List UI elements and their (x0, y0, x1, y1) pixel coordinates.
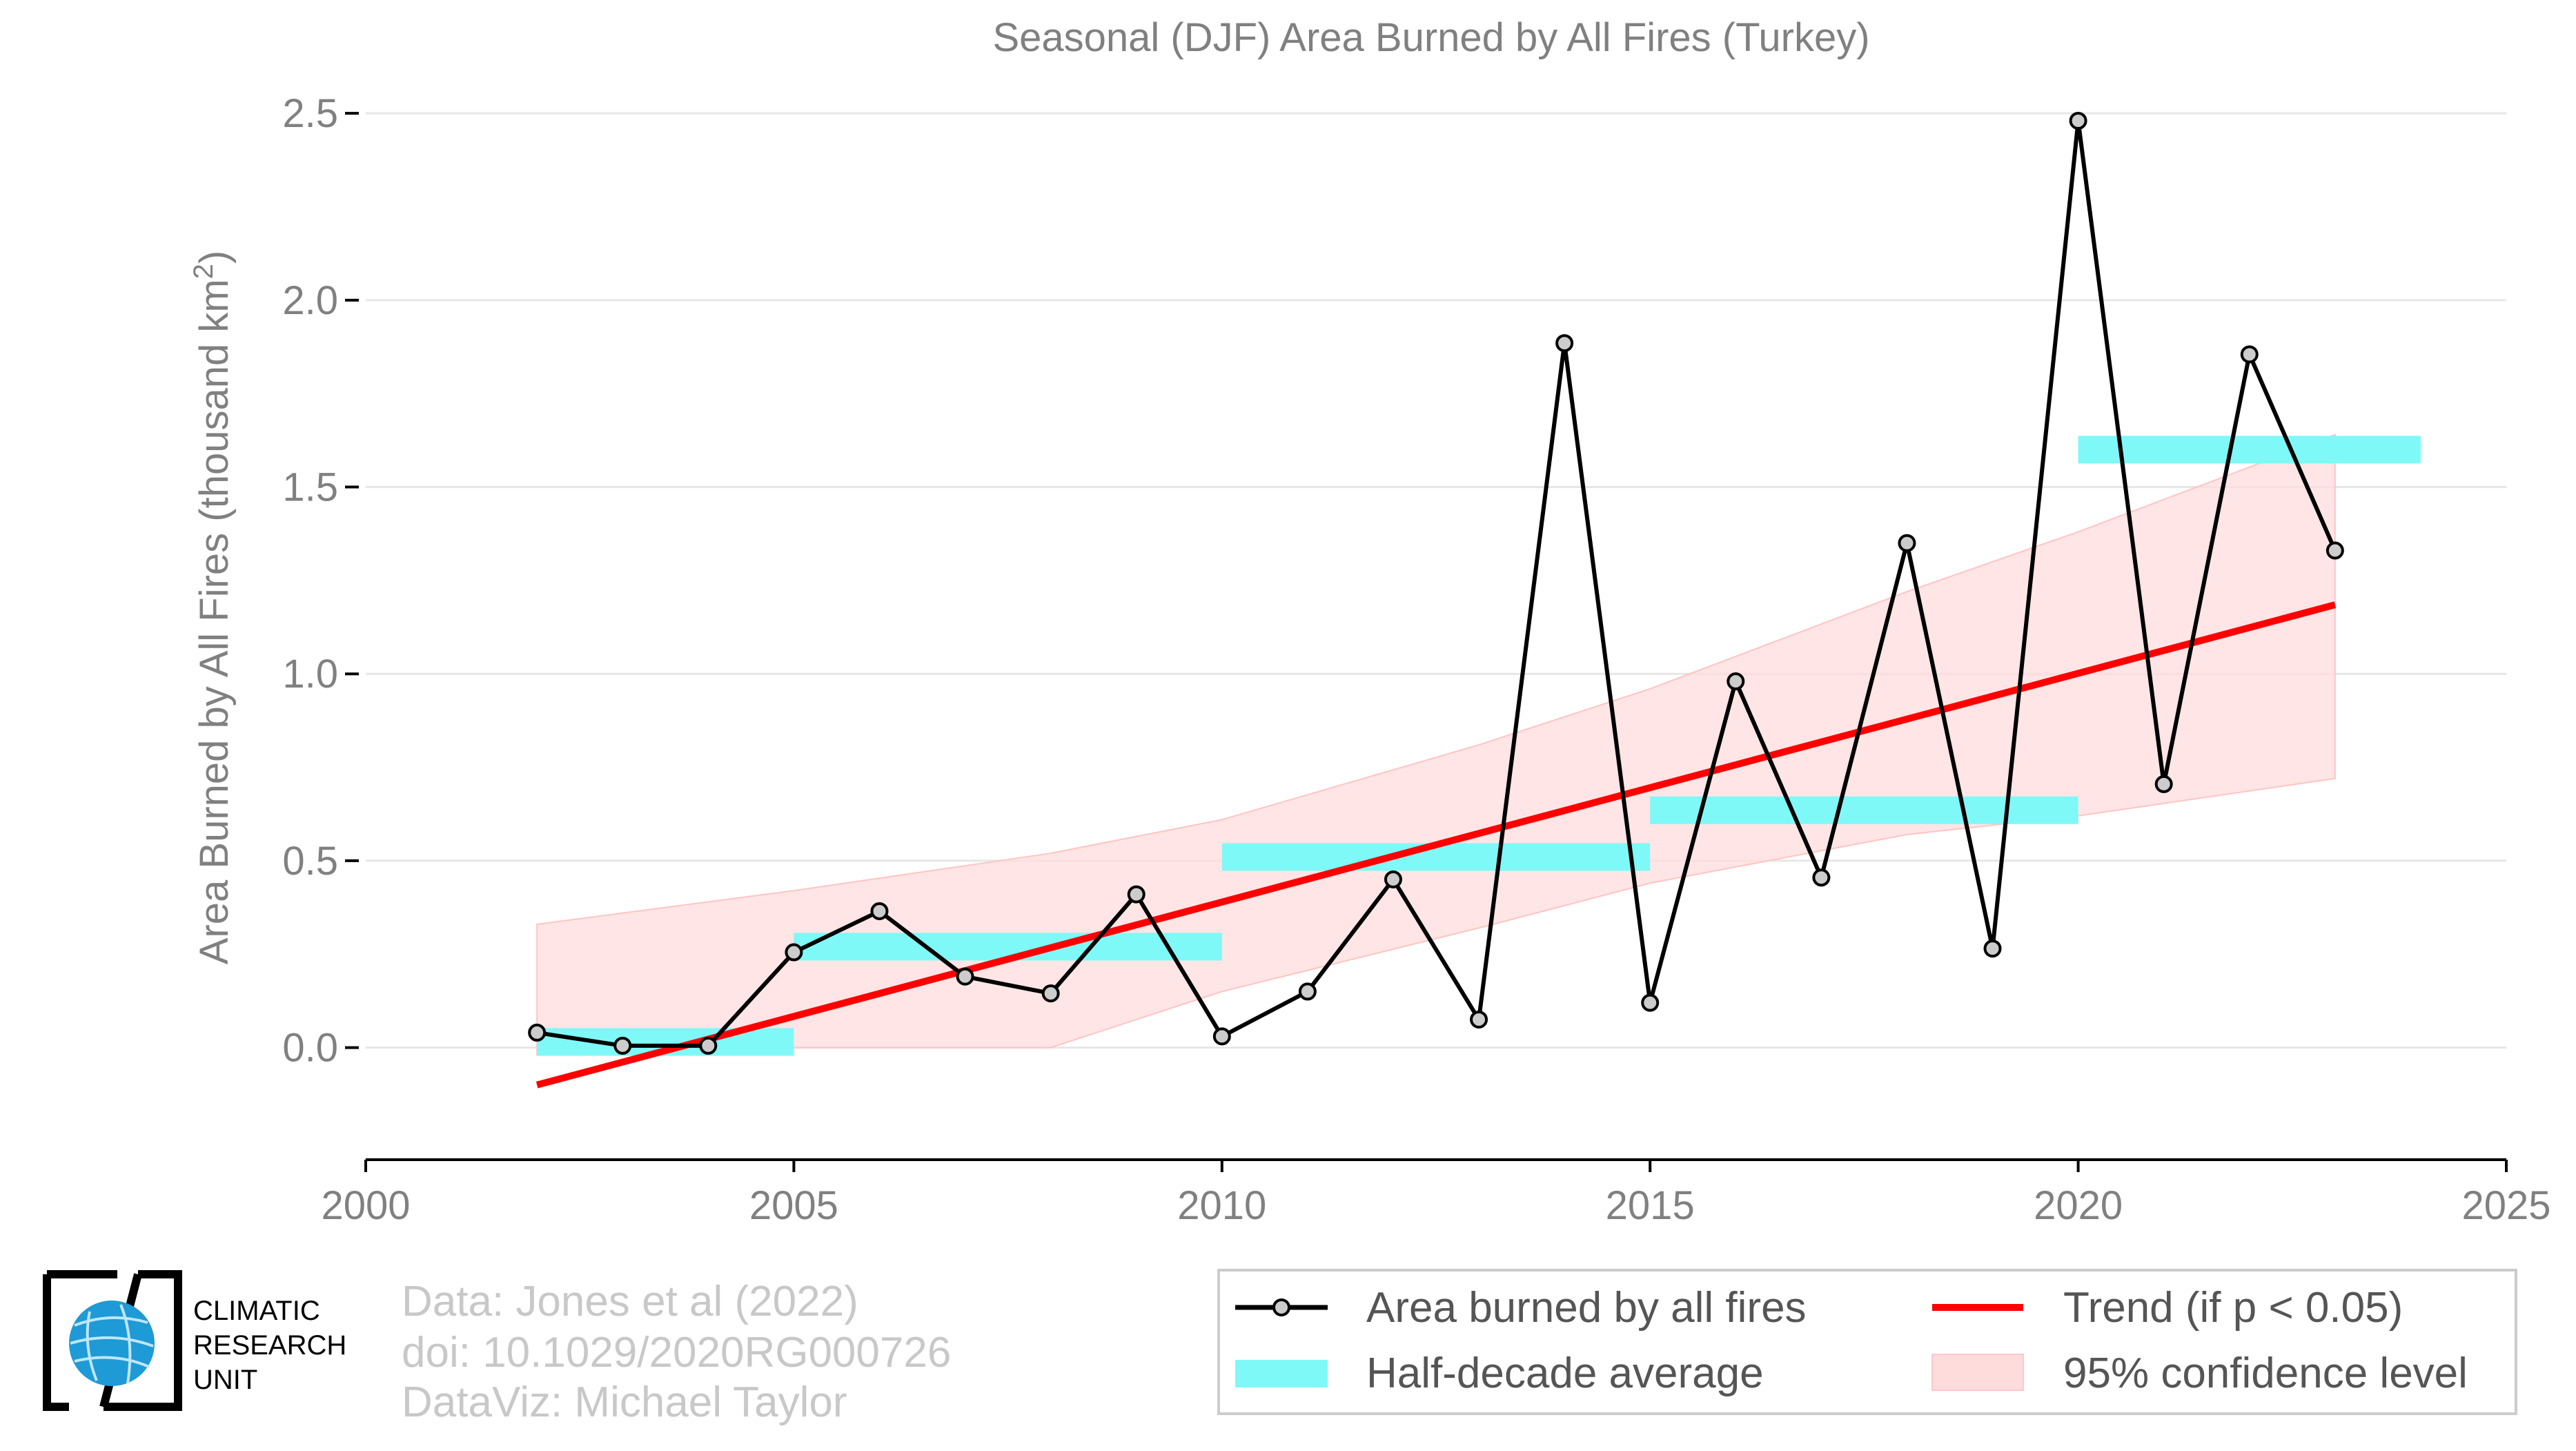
x-tick-label-5: 2025 (2461, 1183, 2550, 1228)
data-point-2010 (1212, 1027, 1231, 1046)
data-point-2017 (1812, 868, 1831, 887)
x-tick-labels: 2000 2005 2010 2015 2020 2025 (321, 1183, 2550, 1228)
data-point-2013 (1470, 1010, 1488, 1029)
x-tick-label-2: 2010 (1177, 1183, 1266, 1228)
axes (345, 112, 2508, 1172)
confidence-band-area (536, 434, 2336, 1056)
legend-marker-area-burned (1272, 1298, 1290, 1316)
x-tick-label-3: 2015 (1606, 1183, 1695, 1228)
y-tick-label-5: 2.5 (282, 91, 338, 136)
data-point-2003 (613, 1036, 632, 1055)
legend-label-area-burned: Area burned by all fires (1366, 1284, 1807, 1332)
trend-line (535, 601, 2337, 1089)
x-tick-label-1: 2005 (749, 1183, 838, 1228)
legend-box (1217, 1269, 2517, 1415)
half-decade-bar-3 (1650, 796, 2078, 824)
y-tick-label-2: 1.0 (282, 652, 338, 697)
data-point-2012 (1384, 870, 1402, 888)
logo-text-line1: CLIMATIC (193, 1296, 320, 1326)
data-point-2022 (2240, 345, 2259, 364)
credit-dataviz: DataViz: Michael Taylor (402, 1379, 847, 1426)
data-point-2020 (2069, 111, 2087, 130)
gridlines (366, 112, 2506, 1049)
x-tick-label-4: 2020 (2034, 1183, 2123, 1228)
cru-logo: CLIMATIC RESEARCH UNIT (43, 1270, 346, 1411)
credit-data: Data: Jones et al (2022) (402, 1278, 858, 1325)
data-point-2002 (528, 1023, 547, 1042)
y-tick-label-1: 0.5 (282, 839, 338, 884)
legend: Area burned by all fires Half-decade ave… (1217, 1269, 2517, 1415)
logo-text-line3: UNIT (193, 1365, 257, 1395)
data-point-2008 (1041, 984, 1060, 1003)
chart-title: Seasonal (DJF) Area Burned by All Fires … (992, 15, 1869, 60)
x-tick-label-0: 2000 (321, 1183, 410, 1228)
data-point-2016 (1727, 672, 1745, 691)
data-point-2009 (1127, 885, 1146, 904)
globe-lines (70, 1304, 154, 1384)
credit-doi: doi: 10.1029/2020RG000726 (402, 1329, 951, 1376)
half-decade-bar-4 (2078, 436, 2421, 464)
y-axis-title-superscript: 2 (188, 264, 219, 279)
y-tick-label-4: 2.0 (282, 278, 338, 323)
y-axis-title-main: Area Burned by All Fires (thousand km (192, 279, 237, 964)
legend-label-half-decade: Half-decade average (1366, 1350, 1764, 1397)
data-point-2004 (699, 1036, 718, 1055)
y-tick-label-0: 0.0 (282, 1026, 338, 1071)
logo-frame (43, 1270, 182, 1411)
data-point-2014 (1555, 334, 1574, 353)
legend-swatch-half-decade (1235, 1360, 1328, 1387)
data-point-2021 (2154, 775, 2173, 793)
area-burned-line (536, 118, 2337, 1048)
data-point-2006 (870, 902, 889, 920)
legend-label-trend: Trend (if p < 0.05) (2063, 1284, 2403, 1332)
legend-swatch-confidence (1931, 1354, 2024, 1391)
area-burned-series (528, 111, 2344, 1055)
data-point-2005 (785, 943, 803, 962)
y-axis-title: Area Burned by All Fires (thousand km2) (188, 251, 237, 965)
data-point-2007 (956, 967, 974, 986)
data-point-2019 (1983, 939, 2002, 958)
logo-text-line2: RESEARCH (193, 1330, 346, 1361)
data-point-2023 (2326, 541, 2344, 560)
y-tick-labels: 0.0 0.5 1.0 1.5 2.0 2.5 (282, 91, 338, 1070)
data-point-2018 (1898, 534, 1916, 552)
data-point-2015 (1641, 993, 1660, 1012)
trend-line-path (535, 601, 2337, 1089)
confidence-band (536, 434, 2336, 1056)
y-axis-title-suffix: ) (192, 251, 237, 264)
data-point-2011 (1298, 982, 1317, 1001)
y-tick-label-3: 1.5 (282, 465, 338, 510)
legend-label-confidence: 95% confidence level (2063, 1350, 2468, 1397)
